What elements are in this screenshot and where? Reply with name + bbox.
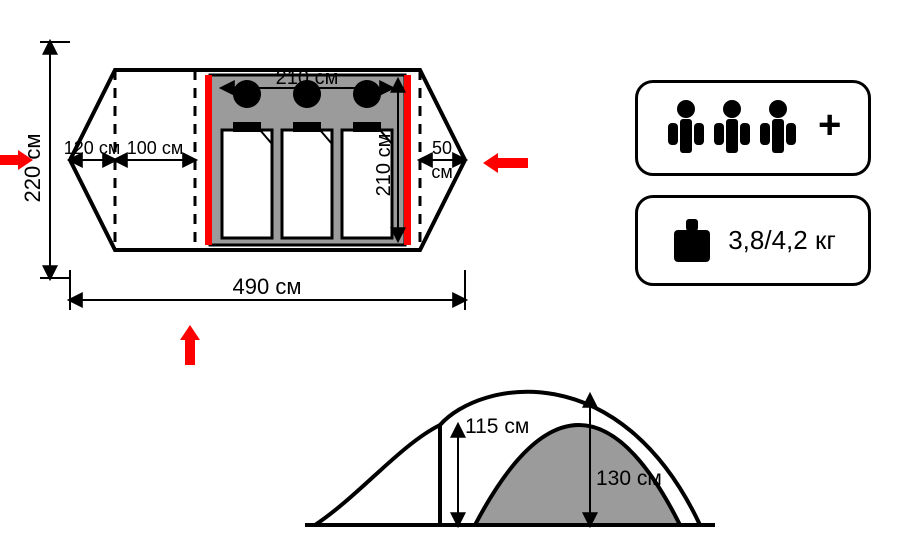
weight-icon xyxy=(670,216,714,266)
dim-115: 115 см xyxy=(465,415,529,438)
door-left xyxy=(205,75,212,245)
dim-130: 130 см xyxy=(596,467,662,490)
side-diagram: 115 см 130 см xyxy=(300,365,720,545)
dim-210h: 210 см xyxy=(373,134,395,197)
weight-badge: 3,8/4,2 кг xyxy=(635,195,871,286)
weight-text: 3,8/4,2 кг xyxy=(728,225,836,256)
person-icon xyxy=(668,100,704,153)
dim-220: 220 см xyxy=(20,134,45,203)
dim-490: 490 см xyxy=(233,274,302,299)
entry-arrow-bottom xyxy=(180,325,200,365)
dim-100: 100 см xyxy=(127,138,183,158)
person-icon xyxy=(714,100,750,153)
entry-arrow-right xyxy=(478,148,538,178)
dim-50: 50 xyxy=(432,138,452,158)
person-icon xyxy=(760,100,796,153)
plus-icon: + xyxy=(818,103,841,147)
fly-outline xyxy=(315,425,440,525)
capacity-badge: + xyxy=(635,80,871,176)
door-right xyxy=(404,75,411,245)
plan-diagram: 220 см 120 см 100 см 210 см 210 см 50 см… xyxy=(0,10,480,370)
dim-120: 120 см xyxy=(64,138,120,158)
dim-210w: 210 см xyxy=(276,67,339,89)
dim-50-unit: см xyxy=(431,162,452,182)
